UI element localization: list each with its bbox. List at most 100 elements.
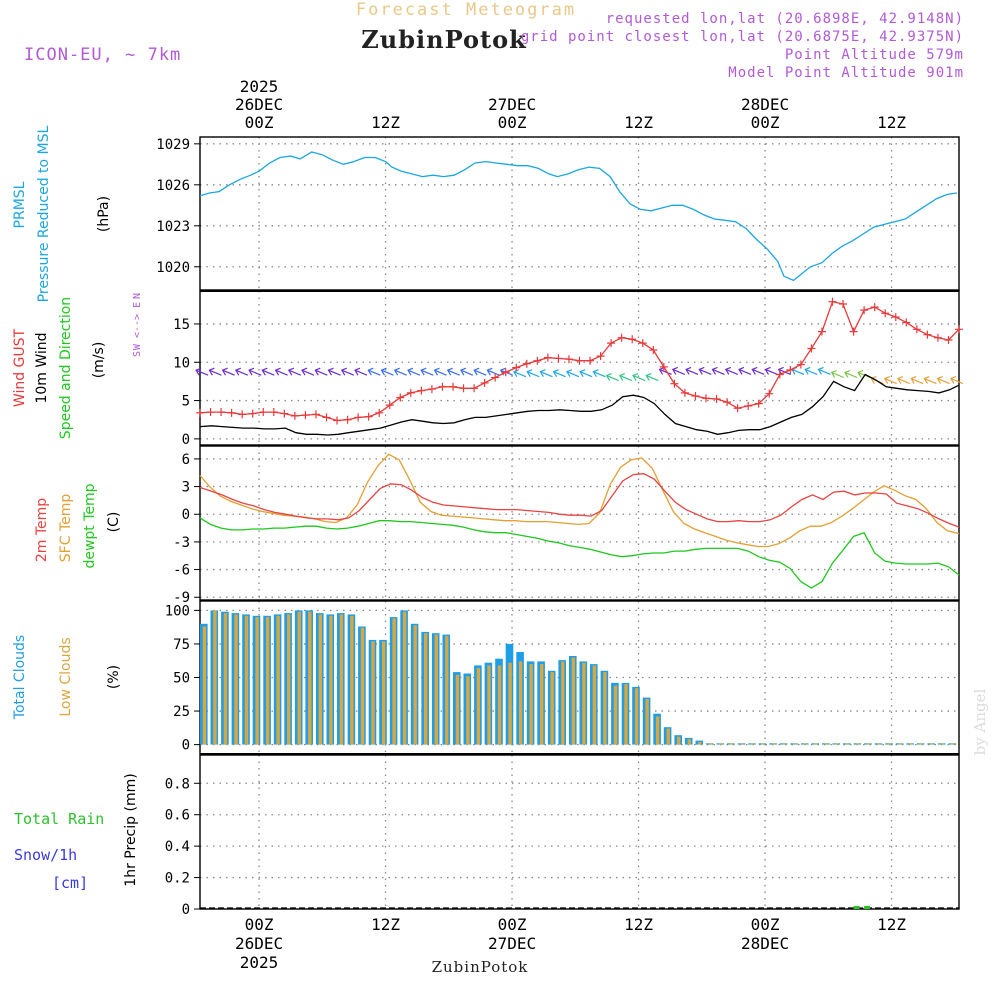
gust-marker [744, 401, 753, 410]
arrow-head [870, 376, 877, 384]
arrow-head [632, 373, 639, 381]
precip-labels: Total Rain Snow/1h [cm] 1hr Precip (mm) [14, 773, 139, 892]
arrow-head [314, 367, 321, 376]
low-cloud-bar [624, 684, 628, 745]
low-cloud-bar [687, 739, 691, 745]
arrow-shaft [262, 369, 275, 376]
wind-direction-arrow [883, 376, 897, 385]
low-cloud-bar [698, 741, 702, 745]
gust-marker [902, 318, 911, 327]
arrow-shaft [579, 371, 593, 378]
wind-direction-arrow [195, 367, 209, 376]
top-time-label: 2025 [240, 77, 279, 96]
arrow-head [486, 367, 493, 376]
arrow-head [566, 369, 573, 378]
sfc-temp-label: SFC Temp [58, 494, 74, 563]
gust-marker [912, 325, 921, 334]
low-cloud-bar [424, 633, 428, 745]
gust-marker [554, 354, 563, 363]
gust-marker [449, 382, 457, 391]
wind-direction-arrow [844, 369, 858, 379]
low-cloud-bar [919, 743, 923, 745]
y-tick-label: 0 [182, 432, 190, 448]
gust-marker [796, 360, 805, 369]
wind-direction-arrow [618, 373, 633, 382]
low-cloud-bar [561, 661, 565, 745]
gust-marker [860, 306, 869, 315]
temp-2m-line [199, 473, 960, 528]
low-cloud-bar [782, 743, 786, 745]
low-cloud-bar [350, 615, 354, 745]
top-time-label: 26DEC [235, 95, 283, 114]
gust-marker [438, 382, 447, 391]
gust-marker [617, 333, 626, 342]
gust-marker [638, 339, 647, 348]
compass-north: N [132, 293, 143, 299]
arrow-head [526, 369, 533, 378]
arrow-head [618, 373, 626, 381]
gust-marker [680, 388, 689, 397]
gust-marker [775, 370, 784, 379]
low-cloud-bar [360, 627, 365, 745]
wind-direction-arrow [552, 369, 566, 378]
arrow-head [923, 376, 930, 384]
arrow-head [261, 367, 268, 376]
gust-marker [596, 352, 605, 361]
y-tick-label: -3 [173, 535, 190, 551]
compass-west-east: W <--> E [132, 302, 143, 350]
wind-direction-arrow [724, 366, 739, 375]
gust-marker [849, 327, 858, 336]
wind-direction-arrow [340, 367, 355, 376]
credit-watermark: by Angel [971, 688, 989, 755]
arrow-shaft [765, 368, 778, 375]
gust-marker [354, 413, 363, 422]
arrow-shaft [738, 368, 752, 375]
low-cloud-bar [645, 699, 649, 745]
gust-marker [607, 339, 616, 348]
y-tick-label: 50 [173, 671, 190, 687]
arrow-shaft [699, 368, 712, 375]
y-tick-label: 1029 [156, 137, 190, 153]
arrow-head [354, 367, 361, 376]
arrow-shaft [447, 369, 460, 376]
low-cloud-bar [434, 634, 438, 745]
top-time-label: 12Z [624, 113, 653, 132]
arrow-head [407, 367, 414, 376]
low-cloud-bar [824, 743, 828, 745]
wind-direction-arrow [923, 376, 937, 385]
y-tick-label: 0 [182, 507, 190, 523]
arrow-shaft [235, 369, 249, 376]
low-cloud-bar [223, 613, 228, 745]
arrow-head [804, 366, 811, 375]
y-tick-label: 1023 [156, 219, 190, 235]
wind-speed-line [199, 373, 960, 436]
gust-marker [891, 313, 900, 322]
arrow-head [844, 369, 851, 378]
wind-direction-arrow [751, 366, 765, 375]
low-cloud-bar [476, 668, 481, 745]
wind-direction-arrow [632, 373, 646, 382]
arrow-head [777, 366, 784, 375]
gust-marker [322, 413, 331, 422]
gust-marker [364, 412, 373, 421]
wind-direction-arrow [248, 367, 262, 376]
pressure-label-short: PRMSL [12, 181, 28, 228]
arrow-head [274, 367, 281, 376]
wind-direction-arrow [830, 369, 844, 379]
wind-direction-arrow [897, 376, 911, 385]
arrow-head [433, 367, 440, 376]
precip-unit: 1hr Precip (mm) [123, 773, 139, 886]
gust-marker [702, 394, 710, 403]
y-tick-label: 10 [173, 355, 190, 371]
gust-marker [575, 356, 584, 365]
gust-label: Wind GUST [12, 328, 28, 407]
gust-marker [280, 409, 289, 418]
arrow-shaft [566, 371, 580, 378]
wind-direction-arrow [407, 367, 421, 376]
gust-marker [944, 336, 953, 345]
top-time-label: 28DEC [741, 95, 789, 114]
arrow-shaft [606, 375, 619, 382]
low-cloud-bar [265, 617, 270, 745]
gust-marker [765, 389, 774, 398]
direction-label: Speed and Direction [58, 297, 74, 439]
